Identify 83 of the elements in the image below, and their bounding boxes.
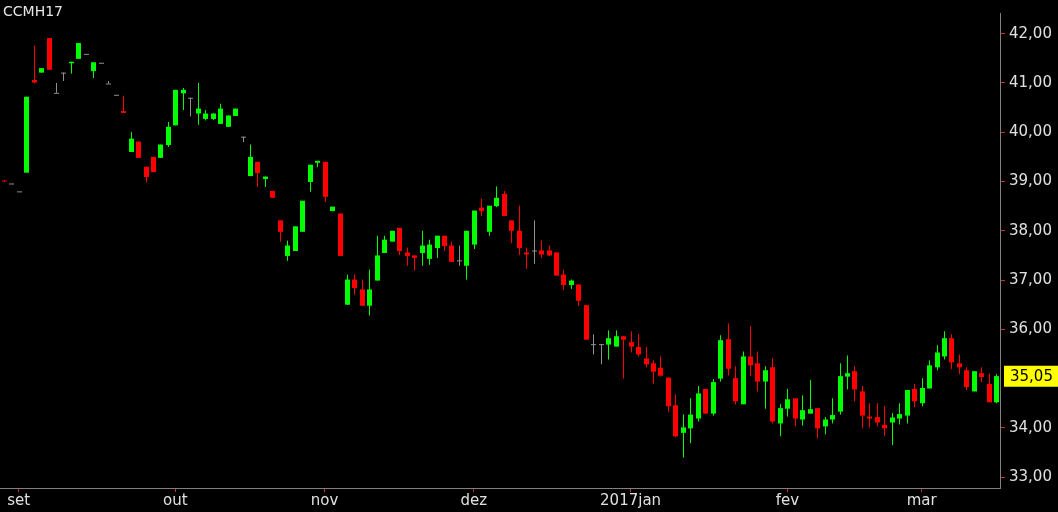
chart-title: CCMH17 bbox=[3, 3, 63, 19]
candlestick bbox=[360, 279, 365, 307]
candlestick bbox=[852, 365, 857, 402]
candlestick bbox=[867, 402, 872, 428]
y-tick-label: 34,00 bbox=[1009, 417, 1052, 436]
candlestick bbox=[255, 161, 260, 188]
y-tick-label: 37,00 bbox=[1009, 269, 1052, 288]
candlestick bbox=[875, 402, 880, 427]
candlestick bbox=[964, 366, 969, 391]
y-tick-label: 41,00 bbox=[1009, 72, 1052, 91]
y-tick-label: 40,00 bbox=[1009, 122, 1052, 141]
candlestick bbox=[285, 240, 290, 262]
candlestick bbox=[912, 383, 917, 408]
candlestick bbox=[681, 414, 686, 458]
candlestick bbox=[778, 403, 783, 437]
candlestick bbox=[166, 121, 171, 148]
x-tick-label: nov bbox=[310, 490, 339, 509]
y-tick-label: 36,00 bbox=[1009, 319, 1052, 338]
candlestick bbox=[920, 377, 925, 407]
candlestick bbox=[188, 97, 193, 117]
candlestick bbox=[494, 185, 499, 208]
candlestick bbox=[845, 354, 850, 390]
x-tick-label: 2017jan bbox=[600, 490, 662, 509]
candlestick bbox=[658, 355, 663, 378]
candlestick bbox=[942, 330, 947, 360]
candlestick bbox=[785, 388, 790, 418]
candlestick bbox=[449, 241, 454, 263]
candlestick bbox=[576, 284, 581, 307]
candlestick bbox=[54, 82, 59, 94]
candlestick bbox=[621, 335, 626, 380]
y-tick-label: 33,00 bbox=[1009, 467, 1052, 486]
candlestick bbox=[532, 219, 537, 265]
candlestick bbox=[629, 330, 634, 353]
candlestick bbox=[644, 346, 649, 368]
text: 35,05 bbox=[1010, 367, 1053, 386]
candlestick bbox=[502, 190, 507, 217]
candlestick bbox=[517, 205, 522, 256]
candlestick bbox=[927, 359, 932, 389]
candlestick bbox=[405, 247, 410, 267]
candlestick bbox=[278, 219, 283, 243]
candlestick bbox=[129, 131, 134, 153]
candlestick bbox=[248, 144, 253, 177]
candlestick bbox=[651, 359, 656, 385]
candlestick bbox=[524, 247, 529, 270]
candlestick bbox=[688, 397, 693, 444]
candlestick bbox=[427, 239, 432, 266]
candlestick bbox=[561, 269, 566, 291]
candlestick bbox=[308, 164, 313, 193]
candlestick bbox=[748, 325, 753, 377]
candlestick bbox=[367, 269, 372, 317]
x-tick-label: mar bbox=[906, 490, 938, 509]
x-tick-label: dez bbox=[460, 490, 488, 509]
candlestick bbox=[509, 219, 514, 244]
candlestick bbox=[420, 230, 425, 267]
candlestick bbox=[808, 379, 813, 415]
candlestick bbox=[352, 274, 357, 296]
candlestick bbox=[830, 397, 835, 424]
candlestick bbox=[733, 365, 738, 405]
x-tick-label: fev bbox=[775, 490, 800, 509]
candlestick bbox=[987, 372, 992, 403]
candlestick bbox=[397, 227, 402, 256]
candlestick bbox=[800, 394, 805, 426]
candlestick bbox=[636, 333, 641, 357]
candlestick bbox=[897, 402, 902, 425]
candlestick bbox=[793, 397, 798, 427]
candlestick bbox=[457, 245, 462, 267]
x-tick-label: out bbox=[163, 490, 188, 509]
candlestick bbox=[599, 343, 604, 365]
y-tick-label: 42,00 bbox=[1009, 23, 1052, 42]
candlestick bbox=[218, 103, 223, 125]
y-tick-label: 39,00 bbox=[1009, 171, 1052, 190]
candlestick bbox=[106, 80, 111, 85]
y-tick-label: 38,00 bbox=[1009, 220, 1052, 239]
candlestick bbox=[763, 365, 768, 410]
candlestick bbox=[606, 329, 611, 360]
candlestick bbox=[196, 82, 201, 126]
candlestick bbox=[591, 333, 596, 355]
candlestick bbox=[957, 353, 962, 375]
candlestick bbox=[935, 344, 940, 371]
candlestick bbox=[755, 351, 760, 392]
candlestick bbox=[815, 407, 820, 439]
x-tick-label: set bbox=[7, 490, 31, 509]
candlestick bbox=[554, 251, 559, 277]
